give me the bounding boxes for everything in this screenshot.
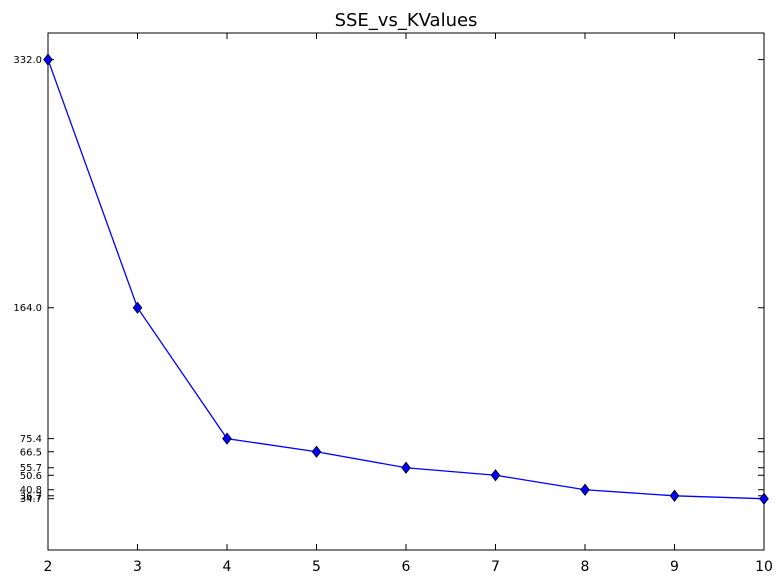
x-tick-label: 7 [491,559,500,575]
y-tick-label: 55.7 [20,463,42,474]
x-tick-label: 8 [581,559,590,575]
data-point-marker [43,53,53,66]
y-tick-label: 66.5 [20,447,42,458]
y-tick-label: 50.6 [20,471,42,482]
x-tick-label: 5 [312,559,321,575]
x-tick-label: 2 [44,559,53,575]
x-tick-label: 3 [133,559,142,575]
y-tick-label: 40.8 [20,485,42,496]
y-tick-label: 164.0 [13,303,42,314]
y-tick-label: 75.4 [20,434,42,445]
x-tick-label: 10 [755,559,773,575]
data-point-marker [132,301,143,314]
data-point-marker [759,492,769,505]
y-tick-label: 34.7 [20,494,42,505]
x-tick-label: 4 [223,559,232,575]
data-point-marker [311,445,322,458]
data-point-marker [580,483,590,496]
chart-title: SSE_vs_KValues [335,10,478,31]
data-point-marker [222,432,232,445]
y-tick-label: 332.0 [13,55,42,66]
data-point-marker [669,489,680,502]
x-tick-label: 9 [670,559,679,575]
data-point-marker [490,469,501,482]
series-line [47,59,765,500]
data-point-marker [401,461,411,474]
x-tick-label: 6 [402,559,411,575]
y-tick-label: 36.7 [20,491,42,502]
